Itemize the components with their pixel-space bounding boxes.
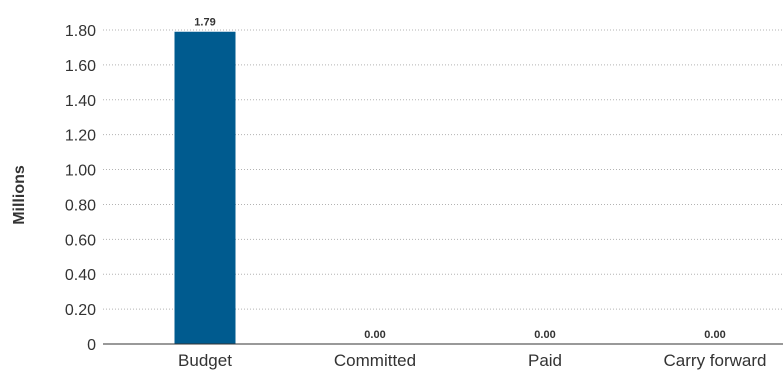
x-axis-categories: Budget Committed Paid Carry forward (178, 351, 766, 370)
x-category-label: Committed (334, 351, 416, 370)
data-label: 1.79 (194, 17, 215, 29)
gridlines (103, 29, 783, 310)
y-tick-label: 1.80 (65, 23, 96, 40)
y-tick-label: 1.20 (65, 128, 96, 145)
y-tick-label: 0.20 (65, 302, 96, 319)
y-tick-label: 1.00 (65, 163, 96, 180)
data-label: 0.00 (704, 329, 725, 341)
x-category-label: Paid (528, 351, 562, 370)
data-labels: 1.79 0.00 0.00 0.00 (194, 17, 725, 341)
data-label: 0.00 (364, 329, 385, 341)
y-axis-label: Millions (11, 165, 28, 225)
y-tick-label: 1.60 (65, 58, 96, 75)
bars (174, 31, 236, 344)
y-tick-label: 1.40 (65, 93, 96, 110)
y-axis-ticks: 0 0.20 0.40 0.60 0.80 1.00 1.20 1.40 1.60 1.80 (65, 23, 96, 354)
data-label: 0.00 (534, 329, 555, 341)
y-tick-label: 0.80 (65, 197, 96, 214)
x-category-label: Budget (178, 351, 232, 370)
y-tick-label: 0 (87, 337, 96, 354)
bar-budget (174, 31, 236, 344)
y-tick-label: 0.60 (65, 232, 96, 249)
y-tick-label: 0.40 (65, 267, 96, 284)
x-category-label: Carry forward (664, 351, 767, 370)
